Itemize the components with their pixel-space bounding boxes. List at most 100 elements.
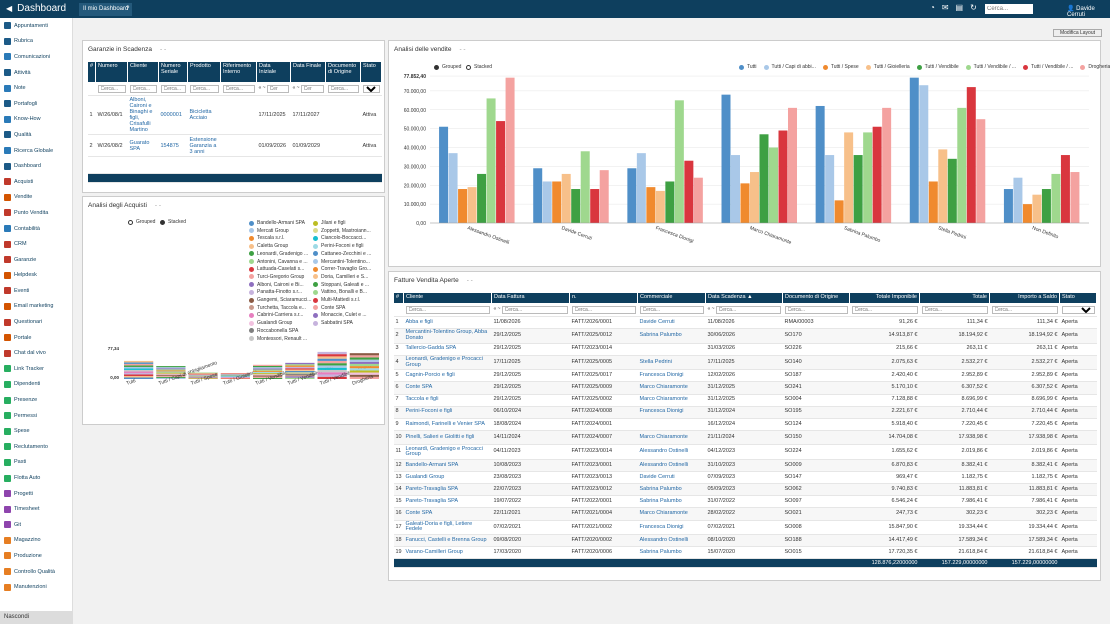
help-link[interactable]: ? [126, 6, 130, 12]
sidebar-item[interactable]: Email marketing [0, 299, 72, 315]
filter-input[interactable] [851, 306, 918, 314]
legend-item[interactable]: Gangemi, Sciaramucci... [249, 297, 311, 303]
global-search-input[interactable] [985, 4, 1033, 14]
legend-item[interactable]: Multi-Mattedi s.r.l. [313, 297, 360, 303]
stacked-segment[interactable] [285, 374, 315, 377]
stacked-segment[interactable] [124, 360, 154, 363]
legend-item[interactable]: Correr-Travaglio Gro... [313, 266, 371, 272]
bar[interactable] [439, 126, 449, 223]
bar[interactable] [458, 189, 468, 223]
table-row[interactable]: 14 Pareto-Travaglia SPA 22/07/2023 FATT/202… [393, 483, 1097, 497]
legend-item[interactable]: Alboni, Caironi e Bi... [249, 282, 304, 288]
stacked-segment[interactable] [188, 373, 218, 374]
legend-item[interactable]: Sabbatini SPA [313, 320, 353, 326]
column-header[interactable]: Documento di Origine [782, 292, 850, 304]
stacked-segment[interactable] [188, 376, 218, 377]
column-header[interactable]: Numero Seriale [158, 61, 188, 83]
bar[interactable] [721, 94, 731, 224]
table-row[interactable]: 10 Pinelli, Salieri e Giolitti e figli 14/… [393, 430, 1097, 446]
table-row[interactable]: 1 Abba e figli 11/08/2026 FATT/2026/0001 Dav… [393, 316, 1097, 330]
sidebar-item[interactable]: Garanzie [0, 252, 72, 268]
table-row[interactable]: 9 Raimondi, Farinelli e Venier SPA 18/08/2… [393, 418, 1097, 431]
legend-item[interactable]: Tutti / Vendibile / ... [1023, 64, 1073, 70]
table-row[interactable]: 6 Conte SPA 29/12/2025 FATT/2025/0009 Marco … [393, 381, 1097, 395]
sidebar-item[interactable]: CRM [0, 236, 72, 252]
legend-item[interactable]: Vattino, Bonalli e B... [313, 289, 367, 295]
stacked-segment[interactable] [156, 375, 186, 377]
column-header[interactable]: Commerciale [637, 292, 706, 304]
filter-input[interactable] [222, 85, 255, 93]
sidebar-item[interactable]: Note [0, 80, 72, 96]
stacked-segment[interactable] [156, 369, 186, 371]
sidebar-item[interactable]: Appuntamenti [0, 18, 72, 34]
bar[interactable] [542, 181, 552, 223]
column-header[interactable]: Data Iniziale [256, 61, 291, 83]
stacked-segment[interactable] [156, 370, 186, 372]
stacked-segment[interactable] [124, 369, 154, 372]
column-header[interactable]: Prodotto [187, 61, 221, 83]
stacked-segment[interactable] [124, 366, 154, 369]
stacked-segment[interactable] [317, 376, 347, 379]
table-row[interactable]: 19 Varano-Camilleri Group 17/03/2020 FATT/2… [393, 546, 1097, 560]
print-icon[interactable]: ▤ [955, 3, 964, 12]
stacked-segment[interactable] [349, 363, 379, 367]
legend-item[interactable]: Lattuada-Caselati s... [249, 266, 304, 272]
bar[interactable] [496, 121, 506, 223]
legend-item[interactable]: Tutti / Vendibile [916, 64, 959, 70]
brand[interactable]: ◀ Dashboard [6, 3, 66, 14]
table-row[interactable]: 13 Gualandi Group 23/08/2023 FATT/2023/0013… [393, 471, 1097, 485]
sidebar-item[interactable]: Dipendenti [0, 377, 72, 393]
hide-sidebar-button[interactable]: Nascondi [0, 611, 73, 624]
bar[interactable] [834, 200, 844, 223]
stacked-segment[interactable] [285, 365, 315, 367]
legend-item[interactable]: Zoppetti, Mastroiann... [313, 228, 371, 234]
bar[interactable] [788, 107, 797, 223]
bar[interactable] [919, 85, 929, 224]
stacked-segment[interactable] [285, 372, 315, 374]
filter-input[interactable] [921, 306, 988, 314]
stacked-segment[interactable] [124, 372, 154, 375]
bar[interactable] [477, 173, 487, 223]
table-row[interactable]: 18 Fanucci, Castelli e Brenna Group 09/08/… [393, 534, 1097, 548]
stacked-segment[interactable] [317, 358, 347, 361]
stacked-segment[interactable] [188, 375, 218, 377]
stacked-segment[interactable] [124, 368, 154, 370]
legend-item[interactable]: Jilani e figli [313, 220, 345, 226]
bar[interactable] [815, 105, 825, 223]
stacked-segment[interactable] [285, 362, 315, 365]
bar[interactable] [665, 181, 675, 223]
stacked-segment[interactable] [253, 376, 283, 378]
stacked-segment[interactable] [285, 369, 315, 371]
legend-item[interactable]: Conte SPA [313, 305, 345, 311]
column-header[interactable]: Numero [95, 61, 128, 83]
legend-item[interactable]: Ciancolo-Boccacci... [313, 235, 366, 241]
legend-item[interactable]: Cattaneo-Zecchini e ... [313, 251, 371, 257]
bar[interactable] [448, 153, 458, 223]
stacked-segment[interactable] [188, 375, 218, 376]
bar[interactable] [627, 168, 637, 223]
stacked-segment[interactable] [285, 376, 315, 378]
bar[interactable] [1051, 173, 1061, 223]
panel-menu[interactable]: - - [159, 46, 167, 53]
stacked-segment[interactable] [349, 353, 379, 356]
bar[interactable] [561, 173, 571, 223]
column-header[interactable]: Data Scadenza ▲ [705, 292, 783, 304]
sidebar-item[interactable]: Git [0, 517, 72, 533]
stacked-segment[interactable] [317, 360, 347, 364]
bar[interactable] [740, 183, 750, 223]
date-filter-input[interactable] [300, 85, 324, 93]
column-header[interactable]: Cliente [403, 292, 492, 304]
panel-menu[interactable]: - - [466, 277, 473, 284]
stacked-toggle[interactable]: Stacked [466, 64, 492, 70]
chat-icon[interactable]: ✉ [941, 3, 949, 12]
filter-input[interactable] [160, 85, 186, 93]
sidebar-item[interactable]: Comunicazioni [0, 49, 72, 65]
stacked-segment[interactable] [253, 375, 283, 377]
legend-item[interactable]: Cabrini-Carriera s.r... [249, 312, 303, 318]
stacked-segment[interactable] [253, 367, 283, 369]
bar[interactable] [825, 155, 835, 223]
bar[interactable] [646, 187, 656, 223]
sidebar-item[interactable]: Flotta Auto [0, 470, 72, 486]
sidebar-item[interactable]: Chat dal vivo [0, 345, 72, 361]
sidebar-item[interactable]: Pasti [0, 455, 72, 471]
